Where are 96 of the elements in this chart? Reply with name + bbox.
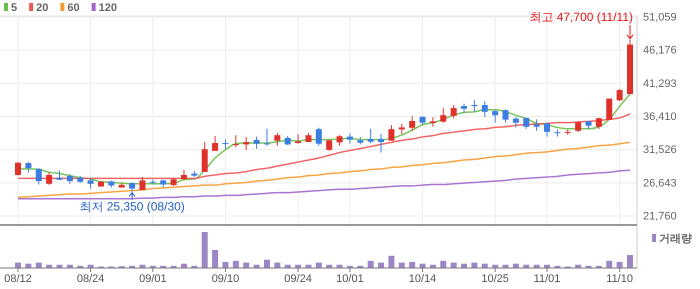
candlestick — [492, 110, 498, 124]
bar — [409, 262, 416, 268]
x-tick-label: 10/14 — [408, 272, 436, 285]
bar — [274, 262, 280, 268]
annotation: 최저 25,350 (08/30) — [79, 200, 185, 214]
x-tick-label: 10/25 — [481, 272, 509, 285]
candlestick — [254, 136, 260, 150]
candlestick — [264, 128, 270, 146]
bar — [420, 264, 426, 268]
bar — [482, 264, 488, 268]
candlestick — [450, 104, 457, 119]
legend-label: 120 — [98, 2, 117, 14]
annotation: 최고 47,700 (11/11) — [529, 10, 633, 24]
x-tick-label: 11/10 — [606, 272, 633, 285]
x-tick-label: 08/12 — [4, 272, 32, 285]
bar — [232, 260, 239, 268]
bar — [388, 256, 394, 268]
bar — [202, 232, 208, 268]
bar — [368, 260, 374, 268]
candlestick — [316, 127, 322, 146]
y-tick-label: 31,526 — [643, 144, 677, 156]
bar — [180, 264, 187, 268]
bar — [471, 262, 478, 268]
candlestick — [346, 132, 353, 144]
candlestick — [461, 103, 468, 114]
candlestick — [212, 135, 218, 152]
line-series — [17, 169, 631, 200]
candlestick — [326, 139, 332, 152]
bar — [243, 262, 250, 268]
candlestick — [471, 100, 478, 112]
bar — [36, 262, 42, 268]
y-tick-label: 36,410 — [643, 111, 677, 124]
candlestick — [274, 132, 280, 146]
bar — [450, 262, 457, 268]
bar — [627, 255, 633, 268]
candlestick — [25, 162, 32, 174]
legend-label: 거래량 — [659, 233, 692, 245]
bar — [398, 262, 405, 268]
candlestick — [368, 128, 374, 144]
y-tick-label: 26,643 — [643, 177, 677, 190]
x-tick-label: 09/24 — [284, 272, 312, 285]
candlestick — [544, 122, 550, 138]
candlestick — [388, 124, 394, 142]
candlestick — [534, 118, 540, 132]
bar — [461, 264, 468, 268]
bar — [25, 264, 32, 268]
candlestick — [222, 138, 228, 150]
bar — [316, 262, 322, 268]
x-tick-label: 09/10 — [212, 272, 240, 285]
line-series — [17, 142, 631, 198]
candlestick — [575, 121, 582, 133]
bar — [606, 260, 612, 268]
bar — [264, 260, 270, 268]
x-tick-label: 11/01 — [534, 272, 560, 285]
x-tick-label: 10/01 — [336, 272, 364, 285]
candlestick — [512, 116, 519, 128]
candlestick — [15, 162, 21, 176]
y-tick-label: 46,176 — [643, 44, 677, 57]
candlestick — [202, 142, 208, 172]
candlestick — [482, 100, 488, 118]
legend-label: 20 — [36, 2, 48, 14]
bar — [378, 262, 384, 268]
candlestick — [88, 177, 94, 190]
bar — [440, 260, 446, 268]
bar — [212, 250, 218, 268]
y-tick-label: 21,760 — [643, 210, 677, 223]
bar — [222, 262, 228, 268]
legend-label: 5 — [11, 2, 18, 14]
candlestick — [523, 117, 530, 130]
candlestick — [440, 107, 446, 124]
candlestick — [616, 88, 623, 102]
candlestick — [336, 134, 343, 146]
candlestick — [232, 134, 239, 148]
candlestick — [139, 176, 146, 190]
y-tick-label: 51,059 — [643, 12, 677, 24]
candlestick — [398, 123, 405, 134]
candlestick — [36, 168, 42, 185]
candlestick — [409, 116, 416, 132]
candlestick — [284, 135, 291, 146]
candlestick — [243, 136, 250, 150]
candlestick — [378, 133, 384, 154]
candlestick — [129, 182, 136, 192]
x-tick-label: 08/24 — [76, 272, 104, 285]
bar — [15, 262, 21, 268]
bar — [512, 264, 519, 268]
x-tick-label: 09/01 — [139, 272, 167, 285]
y-tick-label: 41,293 — [643, 78, 677, 90]
candlestick — [180, 169, 187, 181]
candlestick — [502, 108, 509, 124]
candlestick — [596, 117, 602, 130]
legend-label: 60 — [67, 2, 80, 14]
bar — [616, 262, 623, 268]
candlestick — [46, 172, 52, 186]
candlestick — [66, 173, 73, 184]
candlestick — [606, 98, 612, 120]
candlestick — [56, 170, 62, 181]
